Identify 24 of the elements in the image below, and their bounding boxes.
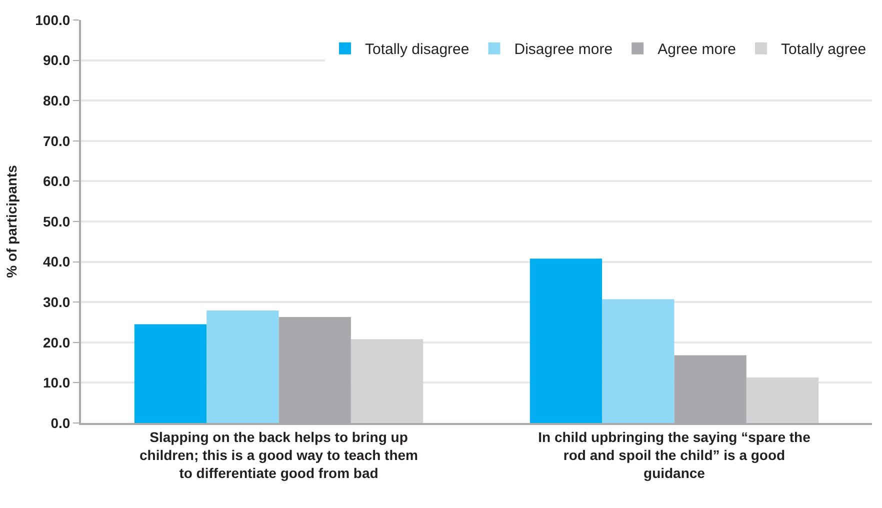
bar [206,310,279,423]
y-tick-label: 80.0 [42,92,70,108]
y-tick-label: 30.0 [42,294,70,310]
y-tick-label: 100.0 [35,12,70,28]
legend-label: Disagree more [514,41,613,58]
legend-label: Agree more [658,41,736,58]
x-tick-label: In child upbringing the saying “spare the rod and spoil the child” is a good guidance [538,428,811,482]
y-tick-label: 50.0 [42,213,70,230]
y-tick-label: 90.0 [42,52,70,68]
y-tick-label: 60.0 [42,173,70,190]
y-tick-label: 10.0 [42,374,70,391]
bar [530,258,602,423]
bar [746,377,819,423]
y-tick-label: 70.0 [42,132,70,149]
y-axis-title: % of participants [3,164,20,278]
y-tick-label: 20.0 [42,334,70,350]
y-tick-label: 40.0 [42,254,70,270]
x-tick-label: Slapping on the back helps to bring up children; this is a good way to teach them to differentiate good from bad [140,428,418,482]
y-tick-label: 0.0 [50,414,70,431]
bar [134,324,207,423]
bar [602,299,674,423]
legend-label: Totally agree [780,41,866,58]
bar [350,339,424,423]
legend-label: Totally disagree [365,41,470,58]
